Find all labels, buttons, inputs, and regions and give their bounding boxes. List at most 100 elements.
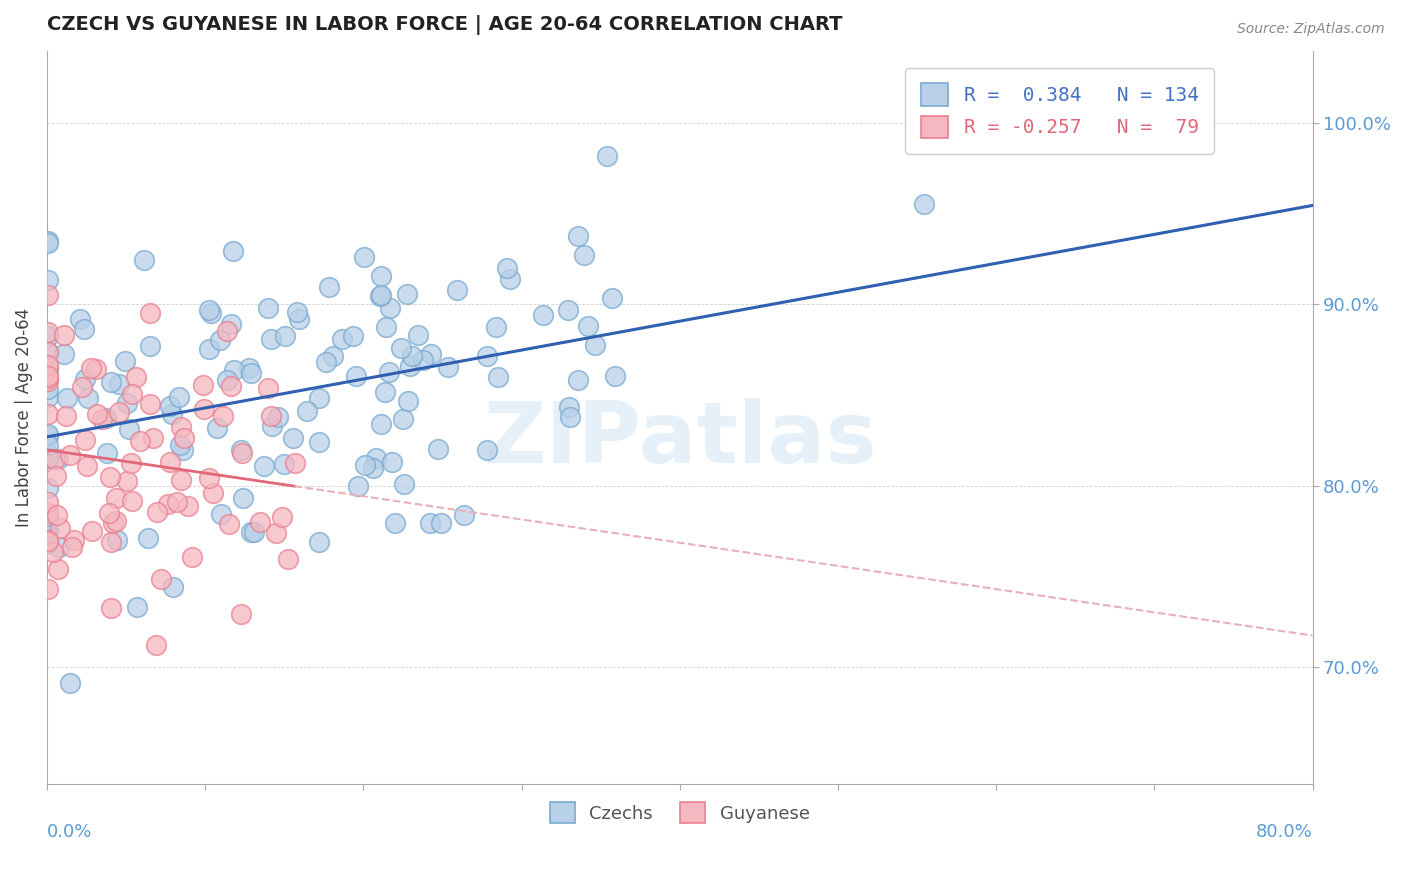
Point bbox=[198, 342, 221, 356]
Point bbox=[37, 235, 59, 250]
Point bbox=[229, 442, 252, 457]
Point bbox=[219, 318, 242, 332]
Point bbox=[453, 508, 475, 523]
Point bbox=[138, 306, 160, 320]
Point bbox=[105, 533, 128, 548]
Point bbox=[240, 366, 263, 380]
Point bbox=[132, 253, 155, 268]
Point bbox=[139, 397, 162, 411]
Point bbox=[218, 517, 240, 532]
Point bbox=[322, 349, 344, 363]
Point bbox=[149, 572, 172, 586]
Point bbox=[332, 332, 354, 346]
Point bbox=[583, 338, 606, 352]
Point bbox=[84, 362, 107, 376]
Point bbox=[401, 349, 423, 363]
Point bbox=[202, 486, 225, 500]
Point bbox=[75, 433, 97, 447]
Point bbox=[108, 376, 131, 391]
Point bbox=[308, 434, 330, 449]
Point bbox=[37, 371, 59, 385]
Point bbox=[344, 369, 367, 384]
Point bbox=[412, 352, 434, 367]
Point bbox=[238, 361, 260, 376]
Point bbox=[117, 396, 139, 410]
Point bbox=[277, 551, 299, 566]
Point bbox=[281, 431, 304, 445]
Point bbox=[166, 494, 188, 508]
Point bbox=[72, 380, 94, 394]
Point bbox=[318, 279, 340, 293]
Point bbox=[267, 409, 290, 424]
Point bbox=[56, 392, 79, 406]
Point bbox=[295, 403, 318, 417]
Point bbox=[596, 149, 619, 163]
Point bbox=[215, 373, 238, 387]
Point bbox=[576, 318, 599, 333]
Text: 80.0%: 80.0% bbox=[1256, 823, 1313, 841]
Point bbox=[475, 442, 498, 457]
Point bbox=[215, 324, 238, 338]
Point bbox=[77, 392, 100, 406]
Point bbox=[160, 407, 183, 421]
Point bbox=[145, 638, 167, 652]
Point bbox=[46, 562, 69, 576]
Point bbox=[205, 421, 228, 435]
Point bbox=[437, 359, 460, 374]
Legend: Czechs, Guyanese: Czechs, Guyanese bbox=[543, 795, 817, 830]
Point bbox=[76, 459, 98, 474]
Point bbox=[37, 582, 59, 596]
Point bbox=[370, 417, 392, 432]
Point bbox=[59, 449, 82, 463]
Point bbox=[264, 526, 287, 541]
Point bbox=[270, 510, 292, 524]
Point bbox=[406, 327, 429, 342]
Point bbox=[142, 430, 165, 444]
Point bbox=[115, 474, 138, 488]
Y-axis label: In Labor Force | Age 20-64: In Labor Force | Age 20-64 bbox=[15, 308, 32, 527]
Point bbox=[361, 461, 384, 475]
Point bbox=[167, 391, 190, 405]
Point bbox=[287, 305, 309, 319]
Point bbox=[55, 409, 77, 423]
Point bbox=[391, 412, 413, 426]
Point bbox=[222, 363, 245, 377]
Point bbox=[125, 599, 148, 614]
Point bbox=[37, 532, 59, 546]
Point bbox=[100, 376, 122, 390]
Point bbox=[353, 458, 375, 473]
Point bbox=[37, 345, 59, 359]
Point bbox=[118, 422, 141, 436]
Point bbox=[37, 506, 59, 520]
Point bbox=[59, 676, 82, 690]
Point bbox=[37, 369, 59, 384]
Point bbox=[200, 306, 222, 320]
Point bbox=[378, 301, 401, 316]
Point bbox=[108, 405, 131, 419]
Point bbox=[37, 438, 59, 452]
Point bbox=[243, 525, 266, 540]
Point bbox=[260, 409, 283, 424]
Point bbox=[37, 374, 59, 388]
Point bbox=[283, 456, 305, 470]
Point bbox=[159, 399, 181, 413]
Point bbox=[37, 344, 59, 359]
Point bbox=[172, 443, 194, 458]
Point bbox=[53, 346, 76, 360]
Point bbox=[257, 301, 280, 315]
Point bbox=[80, 524, 103, 539]
Point bbox=[37, 358, 59, 372]
Point bbox=[73, 322, 96, 336]
Point bbox=[377, 365, 399, 379]
Point bbox=[94, 410, 117, 425]
Point bbox=[567, 373, 589, 387]
Point bbox=[37, 408, 59, 422]
Point bbox=[249, 515, 271, 529]
Point bbox=[353, 250, 375, 264]
Point bbox=[912, 196, 935, 211]
Point bbox=[101, 516, 124, 530]
Point bbox=[52, 328, 75, 343]
Point bbox=[212, 409, 235, 424]
Point bbox=[48, 451, 70, 466]
Point bbox=[80, 361, 103, 376]
